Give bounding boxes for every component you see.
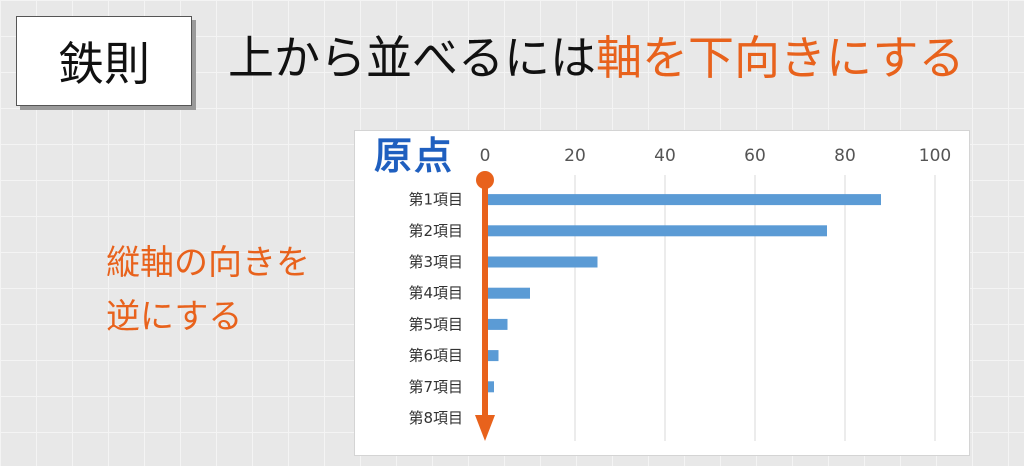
bar-5 bbox=[485, 318, 508, 330]
x-tick-label-3: 60 bbox=[744, 146, 766, 166]
y-category-label-4: 第4項目 bbox=[408, 284, 463, 302]
bar-2 bbox=[485, 225, 827, 237]
y-category-label-3: 第3項目 bbox=[408, 253, 463, 271]
rule-box: 鉄則 bbox=[16, 16, 192, 106]
bar-3 bbox=[485, 256, 598, 268]
bar-7 bbox=[485, 381, 494, 393]
headline: 上から並べるには軸を下向きにする bbox=[228, 28, 964, 88]
y-category-label-1: 第1項目 bbox=[408, 191, 463, 209]
x-tick-label-1: 20 bbox=[564, 146, 586, 166]
y-category-label-8: 第8項目 bbox=[408, 409, 463, 427]
x-tick-label-0: 0 bbox=[480, 146, 491, 166]
bar-chart: 0 20 40 60 80 100 第1項目第2項目第3項目第4項目第5項目第6項目第7項目… bbox=[408, 146, 951, 441]
headline-accent: 軸を下向きにする bbox=[596, 31, 965, 85]
bar-4 bbox=[485, 287, 530, 299]
rule-box-label: 鉄則 bbox=[58, 37, 150, 91]
axis-arrow-head bbox=[475, 415, 495, 441]
x-tick-label-5: 100 bbox=[919, 146, 951, 166]
headline-normal: 上から並べるには bbox=[228, 31, 596, 85]
x-tick-label-4: 80 bbox=[834, 146, 856, 166]
y-category-label-6: 第6項目 bbox=[408, 347, 463, 365]
side-note-line-1: 縦軸の向きを bbox=[106, 243, 310, 283]
y-category-label-7: 第7項目 bbox=[408, 378, 463, 396]
side-note-line-2: 逆にする bbox=[106, 297, 243, 337]
bar-1 bbox=[485, 194, 881, 206]
y-category-label-5: 第5項目 bbox=[408, 315, 463, 333]
y-category-label-2: 第2項目 bbox=[408, 222, 463, 240]
side-note: 縦軸の向きを 逆にする bbox=[106, 236, 310, 344]
origin-label: 原点 bbox=[374, 134, 455, 178]
bar-6 bbox=[485, 350, 499, 362]
origin-dot bbox=[476, 171, 494, 189]
chart-panel: 0 20 40 60 80 100 第1項目第2項目第3項目第4項目第5項目第6項目第7項目… bbox=[354, 130, 970, 456]
x-tick-label-2: 40 bbox=[654, 146, 676, 166]
